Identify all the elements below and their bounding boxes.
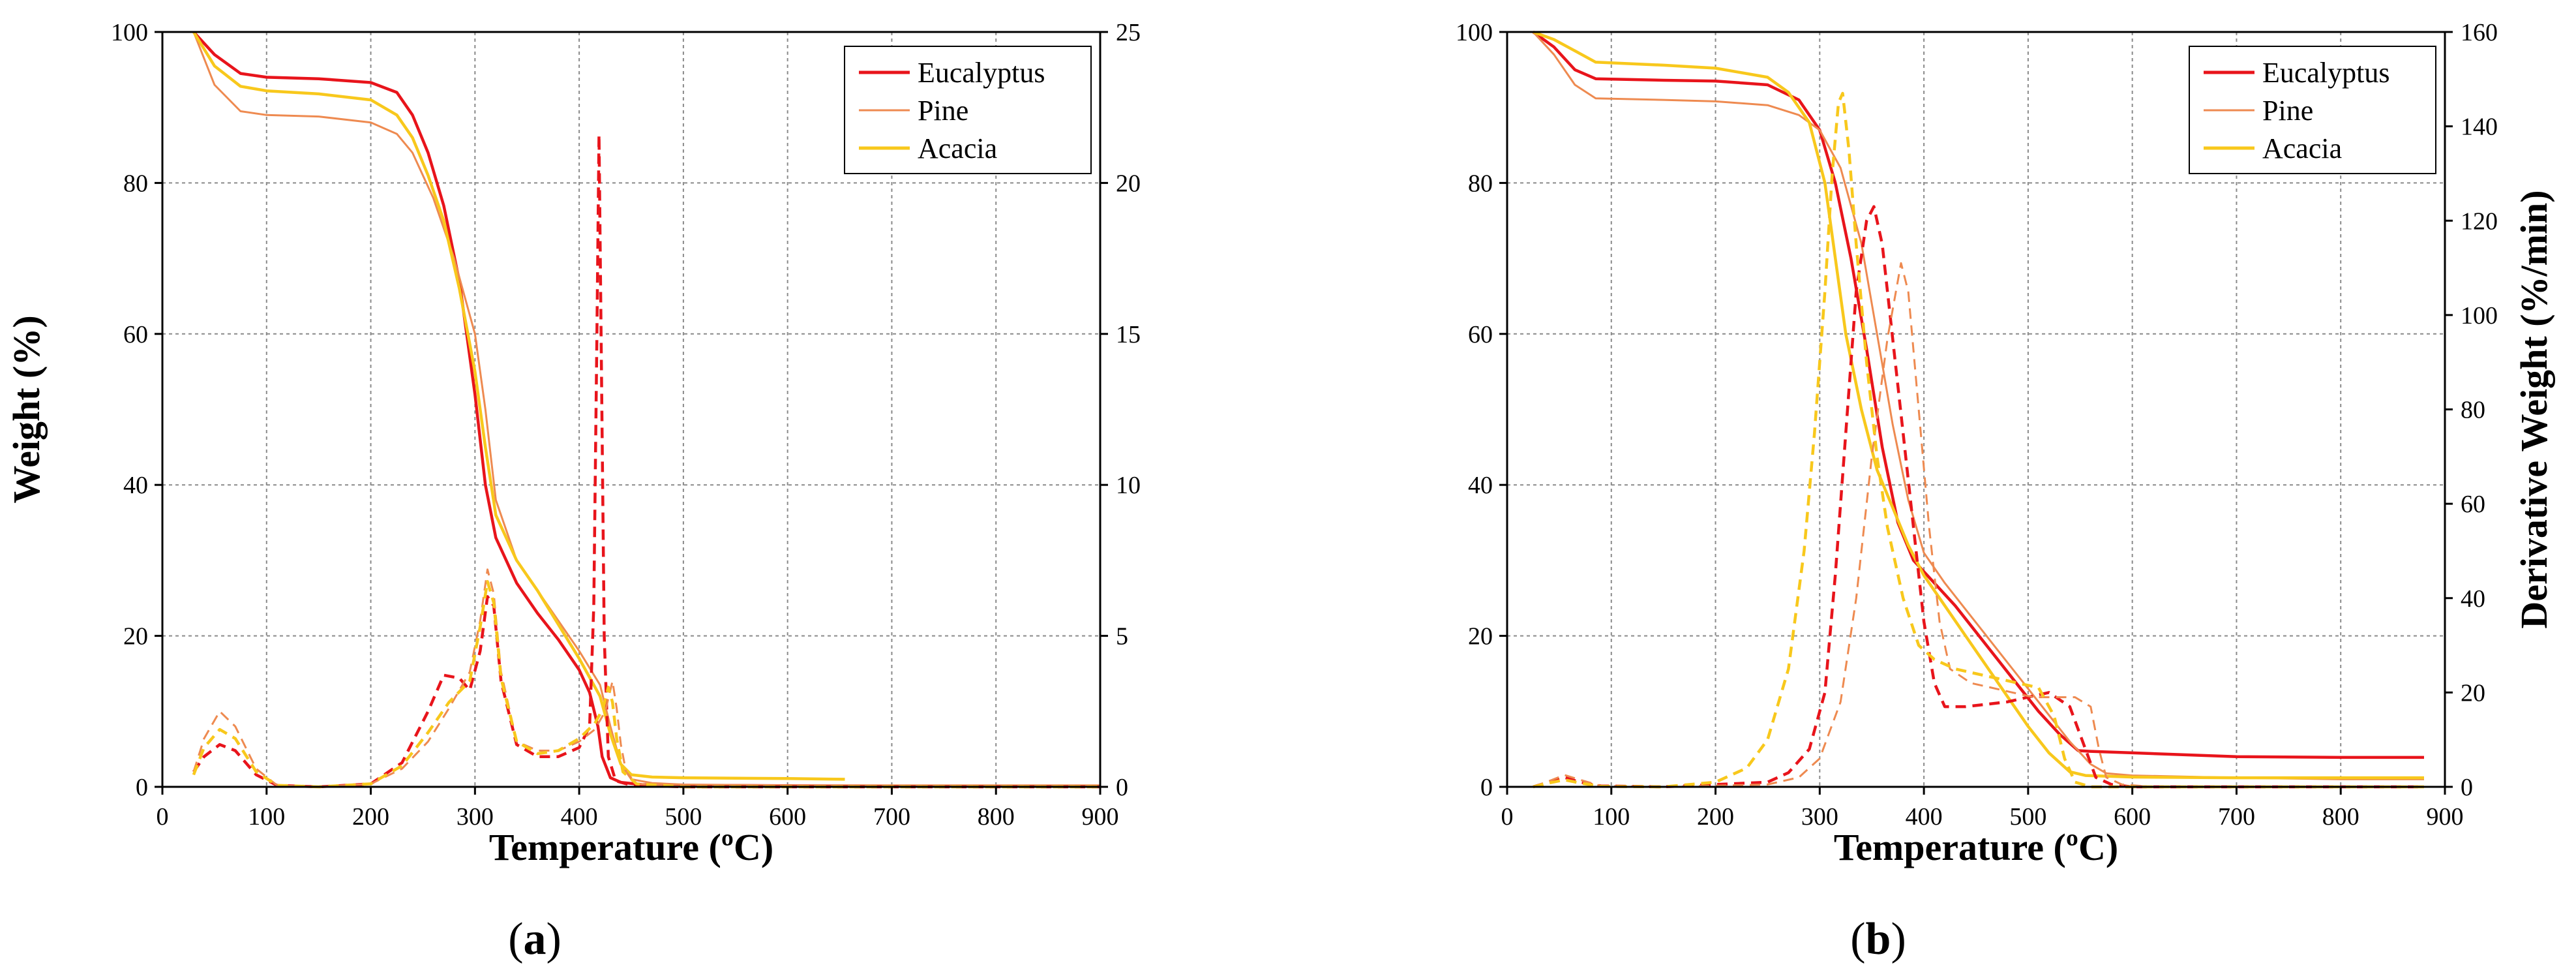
x-tick-label: 300 (1801, 803, 1838, 831)
x-tick-label: 500 (2009, 803, 2046, 831)
panel-label-prefix: ( (1850, 914, 1865, 964)
x-tick-label: 400 (561, 803, 598, 831)
y-tick-label: 40 (1468, 472, 1493, 499)
x-tick-label: 0 (157, 803, 169, 831)
y-tick-label: 20 (1468, 623, 1493, 650)
x-tick-label: 800 (2322, 803, 2359, 831)
panel-label-letter: b (1866, 914, 1891, 964)
y-tick-label: 0 (1480, 774, 1493, 801)
legend: Eucalyptus Pine Acacia (844, 46, 1092, 174)
x-axis-title: Temperature (ºC) (1834, 826, 2118, 868)
y-tick-label: 60 (123, 321, 148, 348)
y2-tick-label: 80 (2461, 397, 2485, 424)
panel-label-letter: a (524, 914, 547, 964)
x-tick-label: 500 (665, 803, 702, 831)
y2-tick-label: 0 (2461, 774, 2473, 801)
panel-label-suffix: ) (1891, 914, 1906, 964)
x-tick-label: 0 (1501, 803, 1514, 831)
legend-label-pine: Pine (2262, 95, 2313, 127)
x-tick-label: 400 (1906, 803, 1943, 831)
y-axis-title: Weight (%) (5, 315, 48, 503)
series-acacia-derivative-line (192, 580, 1100, 789)
y2-axis-title: Derivative Weight (%/min) (2513, 190, 2555, 628)
x-tick-label: 600 (2114, 803, 2151, 831)
y2-tick-label: 15 (1116, 321, 1141, 348)
y2-tick-label: 5 (1116, 623, 1128, 650)
y-tick-label: 80 (1468, 170, 1493, 197)
series-pine-derivative-line (192, 568, 1100, 788)
y2-tick-label: 20 (2461, 679, 2485, 707)
y2-tick-label: 100 (2461, 302, 2498, 329)
series-eucalyptus-derivative-line (1533, 205, 2424, 789)
x-tick-label: 100 (1593, 803, 1630, 831)
y2-tick-label: 40 (2461, 585, 2485, 613)
x-tick-label: 700 (2218, 803, 2255, 831)
x-tick-label: 900 (1082, 803, 1119, 831)
y-tick-label: 100 (111, 19, 148, 46)
x-tick-label: 600 (769, 803, 806, 831)
y2-tick-label: 160 (2461, 19, 2498, 46)
y-tick-label: 40 (123, 472, 148, 499)
panel-label: (b) (1850, 914, 1906, 964)
legend-label-eucalyptus: Eucalyptus (918, 57, 1045, 89)
series-acacia-derivative-line (1533, 91, 2424, 789)
legend-label-eucalyptus: Eucalyptus (2262, 57, 2390, 89)
y2-tick-label: 140 (2461, 114, 2498, 141)
legend-label-acacia: Acacia (918, 132, 997, 164)
series-acacia-weight-line (1533, 30, 2424, 780)
x-tick-label: 100 (248, 803, 285, 831)
y2-tick-label: 20 (1116, 170, 1141, 197)
series-acacia-weight-line (192, 31, 845, 781)
chart-panel-a: 0 100 200 300 400 500 600 700 800 900020406080100… (5, 19, 1141, 964)
series-pine-derivative-line (1533, 262, 2424, 788)
y2-tick-label: 10 (1116, 472, 1141, 499)
y-tick-label: 60 (1468, 321, 1493, 348)
y2-tick-label: 60 (2461, 491, 2485, 518)
y2-tick-label: 25 (1116, 19, 1141, 46)
legend: Eucalyptus Pine Acacia (2189, 46, 2436, 174)
y-tick-label: 0 (136, 774, 148, 801)
x-tick-label: 900 (2427, 803, 2464, 831)
x-tick-label: 700 (873, 803, 910, 831)
x-tick-label: 300 (457, 803, 494, 831)
y2-tick-label: 0 (1116, 774, 1128, 801)
x-tick-label: 200 (352, 803, 389, 831)
panel-label-prefix: ( (508, 914, 523, 964)
x-tick-label: 800 (978, 803, 1015, 831)
panel-label-suffix: ) (547, 914, 562, 964)
y2-tick-label: 120 (2461, 207, 2498, 235)
series-eucalyptus-derivative-line (192, 133, 1100, 789)
legend-label-pine: Pine (918, 95, 968, 127)
plot-frame (161, 31, 1101, 788)
legend-label-acacia: Acacia (2262, 132, 2342, 164)
x-tick-label: 200 (1697, 803, 1734, 831)
y-tick-label: 100 (1456, 19, 1493, 46)
y-tick-label: 80 (123, 170, 148, 197)
series-pine-weight-line (1532, 31, 2424, 780)
chart-panel-b: 0 100 200 300 400 500 600 700 800 900020406080100… (1456, 19, 2555, 964)
x-axis-title: Temperature (ºC) (489, 826, 773, 868)
panel-label: (a) (508, 914, 562, 964)
y-tick-label: 20 (123, 623, 148, 650)
